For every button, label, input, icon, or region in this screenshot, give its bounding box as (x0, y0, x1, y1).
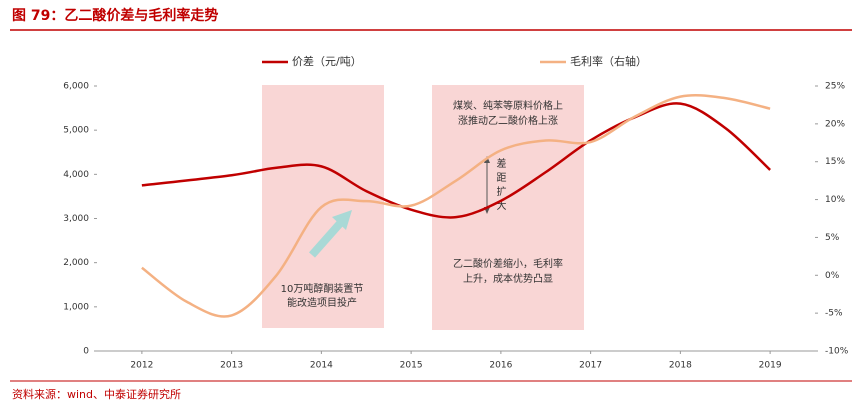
annotation: 上升，成本优势凸显 (463, 272, 553, 285)
y-tick-label: 3,000 (63, 214, 89, 224)
y-tick-label: 1,000 (63, 302, 89, 312)
annotation: 能改造项目投产 (287, 296, 357, 309)
y-tick-label: 0 (83, 347, 89, 357)
annotation: 10万吨醇酮装置节 (281, 282, 364, 295)
x-tick-label: 2013 (220, 361, 243, 371)
y2-tick-label: 5% (825, 233, 840, 243)
annotation: 煤炭、纯苯等原料价格上 (453, 99, 563, 112)
x-tick-label: 2016 (489, 361, 512, 371)
source: 资料来源：wind、中泰证券研究所 (12, 387, 181, 401)
y2-tick-label: 15% (825, 157, 845, 167)
y2-tick-label: 25% (825, 82, 845, 92)
y-tick-label: 4,000 (63, 170, 89, 180)
y2-tick-label: 0% (825, 271, 840, 281)
trend-arrow (309, 217, 346, 258)
series-line (141, 102, 771, 219)
x-tick-label: 2015 (400, 361, 423, 371)
y-tick-label: 2,000 (63, 258, 89, 268)
x-tick-label: 2014 (310, 361, 333, 371)
x-tick-label: 2019 (759, 361, 782, 371)
y2-tick-label: -10% (825, 347, 849, 357)
series-line (141, 93, 771, 318)
annotation: 乙二酸价差缩小，毛利率 (453, 257, 563, 270)
y-tick-label: 6,000 (63, 82, 89, 92)
x-tick-label: 2018 (669, 361, 692, 371)
y-tick-label: 5,000 (63, 126, 89, 136)
x-tick-label: 2012 (130, 361, 153, 371)
y2-tick-label: 10% (825, 195, 845, 205)
legend-label: 毛利率（右轴） (570, 54, 647, 68)
x-tick-label: 2017 (579, 361, 602, 371)
chart-title: 图 79：乙二酸价差与毛利率走势 (12, 7, 218, 24)
y2-tick-label: 20% (825, 119, 845, 129)
y2-tick-label: -5% (825, 309, 843, 319)
annotation: 涨推动乙二酸价格上涨 (458, 114, 558, 127)
shade-region (432, 85, 584, 330)
legend-label: 价差（元/吨） (292, 54, 362, 68)
trend-arrow-head (332, 210, 352, 230)
annotation: 差距扩大 (494, 157, 506, 214)
